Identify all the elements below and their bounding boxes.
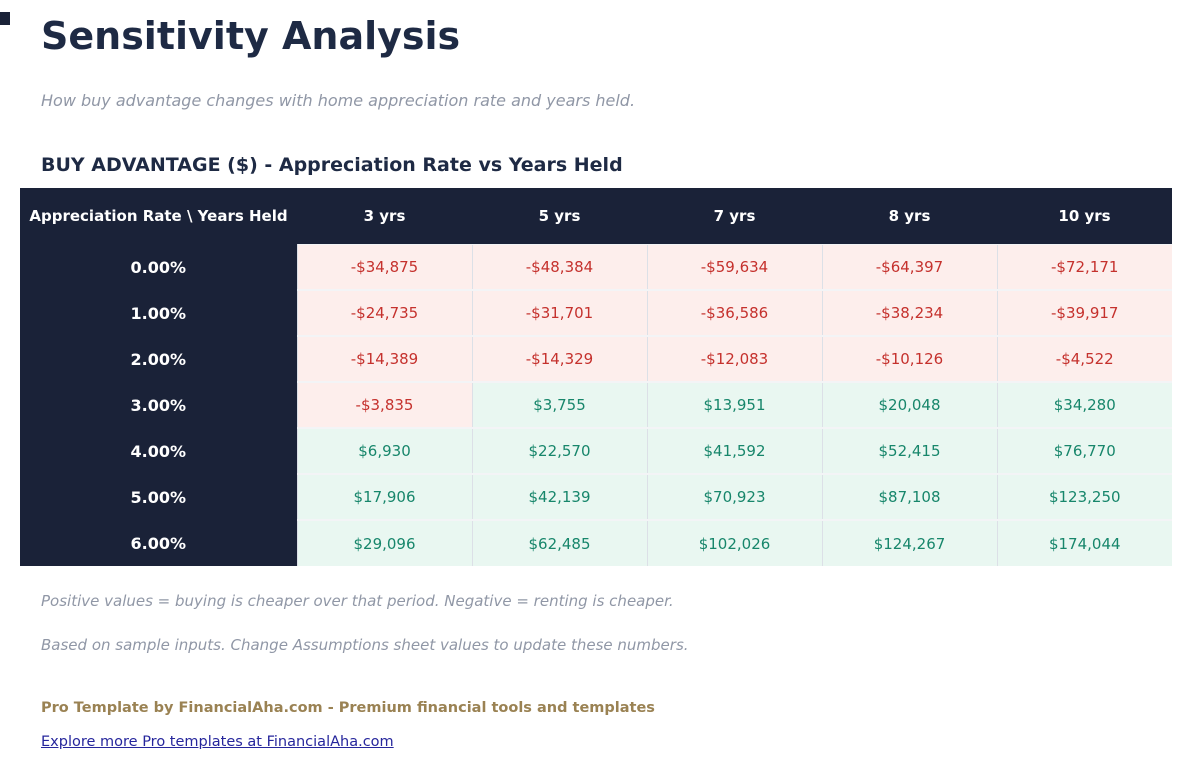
table-cell: -$14,389: [296, 335, 472, 383]
table-cell: -$64,397: [821, 243, 997, 291]
corner-artifact: [0, 12, 10, 25]
table-cell: -$39,917: [996, 289, 1172, 337]
row-label: 5.00%: [20, 474, 297, 521]
explore-templates-link[interactable]: Explore more Pro templates at FinancialA…: [41, 734, 394, 751]
table-cell: -$59,634: [646, 243, 822, 291]
sensitivity-table-container: Appreciation Rate \ Years Held 3 yrs 5 y…: [20, 188, 1172, 567]
column-header-corner: Appreciation Rate \ Years Held: [20, 188, 297, 245]
table-header-row: Appreciation Rate \ Years Held 3 yrs 5 y…: [20, 188, 1172, 245]
table-row: 0.00% -$34,875 -$48,384 -$59,634 -$64,39…: [20, 243, 1172, 291]
table-row: 6.00% $29,096 $62,485 $102,026 $124,267 …: [20, 519, 1172, 567]
table-cell: $13,951: [646, 381, 822, 429]
column-header-3yrs: 3 yrs: [297, 188, 472, 245]
table-row: 5.00% $17,906 $42,139 $70,923 $87,108 $1…: [20, 473, 1172, 521]
table-cell: -$38,234: [821, 289, 997, 337]
table-cell: -$36,586: [646, 289, 822, 337]
table-row: 1.00% -$24,735 -$31,701 -$36,586 -$38,23…: [20, 289, 1172, 337]
table-cell: $6,930: [296, 427, 472, 475]
table-cell: $174,044: [996, 519, 1172, 567]
table-cell: -$4,522: [996, 335, 1172, 383]
table-cell: -$72,171: [996, 243, 1172, 291]
table-cell: $124,267: [821, 519, 997, 567]
table-cell: $3,755: [471, 381, 647, 429]
table-row: 3.00% -$3,835 $3,755 $13,951 $20,048 $34…: [20, 381, 1172, 429]
table-cell: $87,108: [821, 473, 997, 521]
table-cell: $42,139: [471, 473, 647, 521]
table-cell: $17,906: [296, 473, 472, 521]
table-cell: $20,048: [821, 381, 997, 429]
table-cell: -$48,384: [471, 243, 647, 291]
table-cell: $41,592: [646, 427, 822, 475]
table-cell: $22,570: [471, 427, 647, 475]
table-cell: $70,923: [646, 473, 822, 521]
table-cell: $62,485: [471, 519, 647, 567]
page: Sensitivity Analysis How buy advantage c…: [0, 12, 1192, 780]
page-title: Sensitivity Analysis: [41, 14, 461, 58]
sensitivity-table: Appreciation Rate \ Years Held 3 yrs 5 y…: [20, 188, 1172, 567]
row-label: 6.00%: [20, 520, 297, 567]
brand-line: Pro Template by FinancialAha.com - Premi…: [41, 700, 655, 717]
table-cell: $29,096: [296, 519, 472, 567]
table-cell: $76,770: [996, 427, 1172, 475]
table-cell: $123,250: [996, 473, 1172, 521]
table-cell: $102,026: [646, 519, 822, 567]
page-subtitle: How buy advantage changes with home appr…: [41, 91, 636, 111]
row-label: 2.00%: [20, 336, 297, 383]
column-header-5yrs: 5 yrs: [472, 188, 647, 245]
table-cell: -$24,735: [296, 289, 472, 337]
column-header-8yrs: 8 yrs: [822, 188, 997, 245]
table-cell: -$14,329: [471, 335, 647, 383]
note-sample-inputs: Based on sample inputs. Change Assumptio…: [41, 636, 689, 655]
note-positive-negative: Positive values = buying is cheaper over…: [41, 592, 674, 611]
table-cell: $52,415: [821, 427, 997, 475]
table-cell: -$12,083: [646, 335, 822, 383]
table-cell: -$10,126: [821, 335, 997, 383]
row-label: 4.00%: [20, 428, 297, 475]
table-row: 2.00% -$14,389 -$14,329 -$12,083 -$10,12…: [20, 335, 1172, 383]
column-header-10yrs: 10 yrs: [997, 188, 1172, 245]
column-header-7yrs: 7 yrs: [647, 188, 822, 245]
table-cell: -$34,875: [296, 243, 472, 291]
table-cell: $34,280: [996, 381, 1172, 429]
row-label: 1.00%: [20, 290, 297, 337]
row-label: 3.00%: [20, 382, 297, 429]
row-label: 0.00%: [20, 244, 297, 291]
table-cell: -$3,835: [296, 381, 472, 429]
table-row: 4.00% $6,930 $22,570 $41,592 $52,415 $76…: [20, 427, 1172, 475]
section-title: BUY ADVANTAGE ($) - Appreciation Rate vs…: [41, 154, 623, 177]
table-cell: -$31,701: [471, 289, 647, 337]
